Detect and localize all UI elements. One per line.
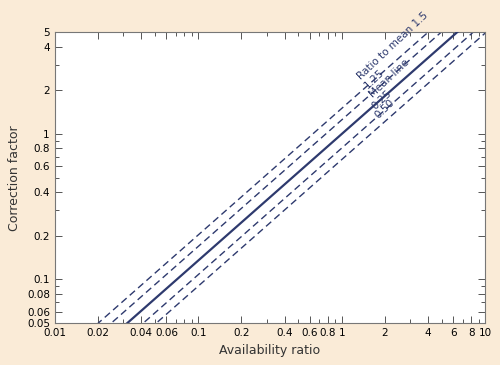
Text: 0.50: 0.50 — [373, 97, 396, 120]
X-axis label: Availability ratio: Availability ratio — [220, 344, 320, 357]
Text: Mean line: Mean line — [368, 57, 412, 99]
Text: 1.25: 1.25 — [362, 67, 386, 90]
Text: Ratio to mean 1.5: Ratio to mean 1.5 — [356, 10, 430, 81]
Y-axis label: Correction factor: Correction factor — [8, 125, 22, 231]
Text: 0.25: 0.25 — [370, 88, 394, 112]
